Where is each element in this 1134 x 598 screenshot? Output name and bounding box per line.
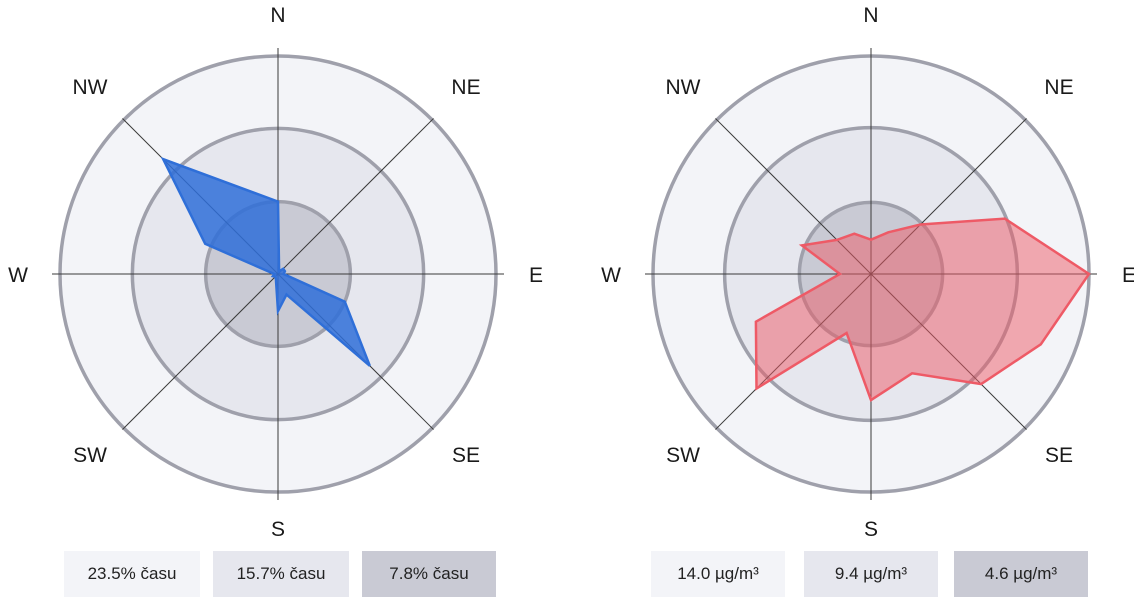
direction-label-w-right: W bbox=[601, 264, 621, 287]
wind-rose-left: N NE E SE S SW W NW bbox=[8, 4, 543, 541]
legend-middle-ring-right: 9.4 µg/m³ bbox=[804, 551, 938, 597]
axis-line-ne-left bbox=[277, 118, 434, 275]
direction-label-nw-left: NW bbox=[73, 76, 108, 99]
direction-label-nw-right: NW bbox=[666, 76, 701, 99]
direction-label-se-left: SE bbox=[452, 444, 480, 467]
direction-label-n-right: N bbox=[863, 4, 878, 27]
direction-label-n-left: N bbox=[270, 4, 285, 27]
direction-label-sw-left: SW bbox=[73, 444, 107, 467]
direction-label-ne-left: NE bbox=[451, 76, 480, 99]
legend-middle-ring-left: 15.7% času bbox=[213, 551, 349, 597]
legend-outer-ring-right: 14.0 µg/m³ bbox=[651, 551, 785, 597]
wind-rose-right: N NE E SE S SW W NW bbox=[601, 4, 1134, 541]
data-polygon-left bbox=[160, 156, 371, 367]
direction-label-e-left: E bbox=[529, 264, 543, 287]
direction-label-ne-right: NE bbox=[1044, 76, 1073, 99]
legend-inner-ring-right: 4.6 µg/m³ bbox=[954, 551, 1088, 597]
axis-line-sw-left bbox=[122, 273, 279, 430]
data-polygon-right bbox=[754, 217, 1091, 403]
direction-label-sw-right: SW bbox=[666, 444, 700, 467]
direction-label-se-right: SE bbox=[1045, 444, 1073, 467]
direction-label-e-right: E bbox=[1122, 264, 1134, 287]
direction-label-w-left: W bbox=[8, 264, 28, 287]
direction-label-s-right: S bbox=[864, 518, 878, 541]
direction-label-s-left: S bbox=[271, 518, 285, 541]
legend-outer-ring-left: 23.5% času bbox=[64, 551, 200, 597]
legend-inner-ring-left: 7.8% času bbox=[362, 551, 496, 597]
